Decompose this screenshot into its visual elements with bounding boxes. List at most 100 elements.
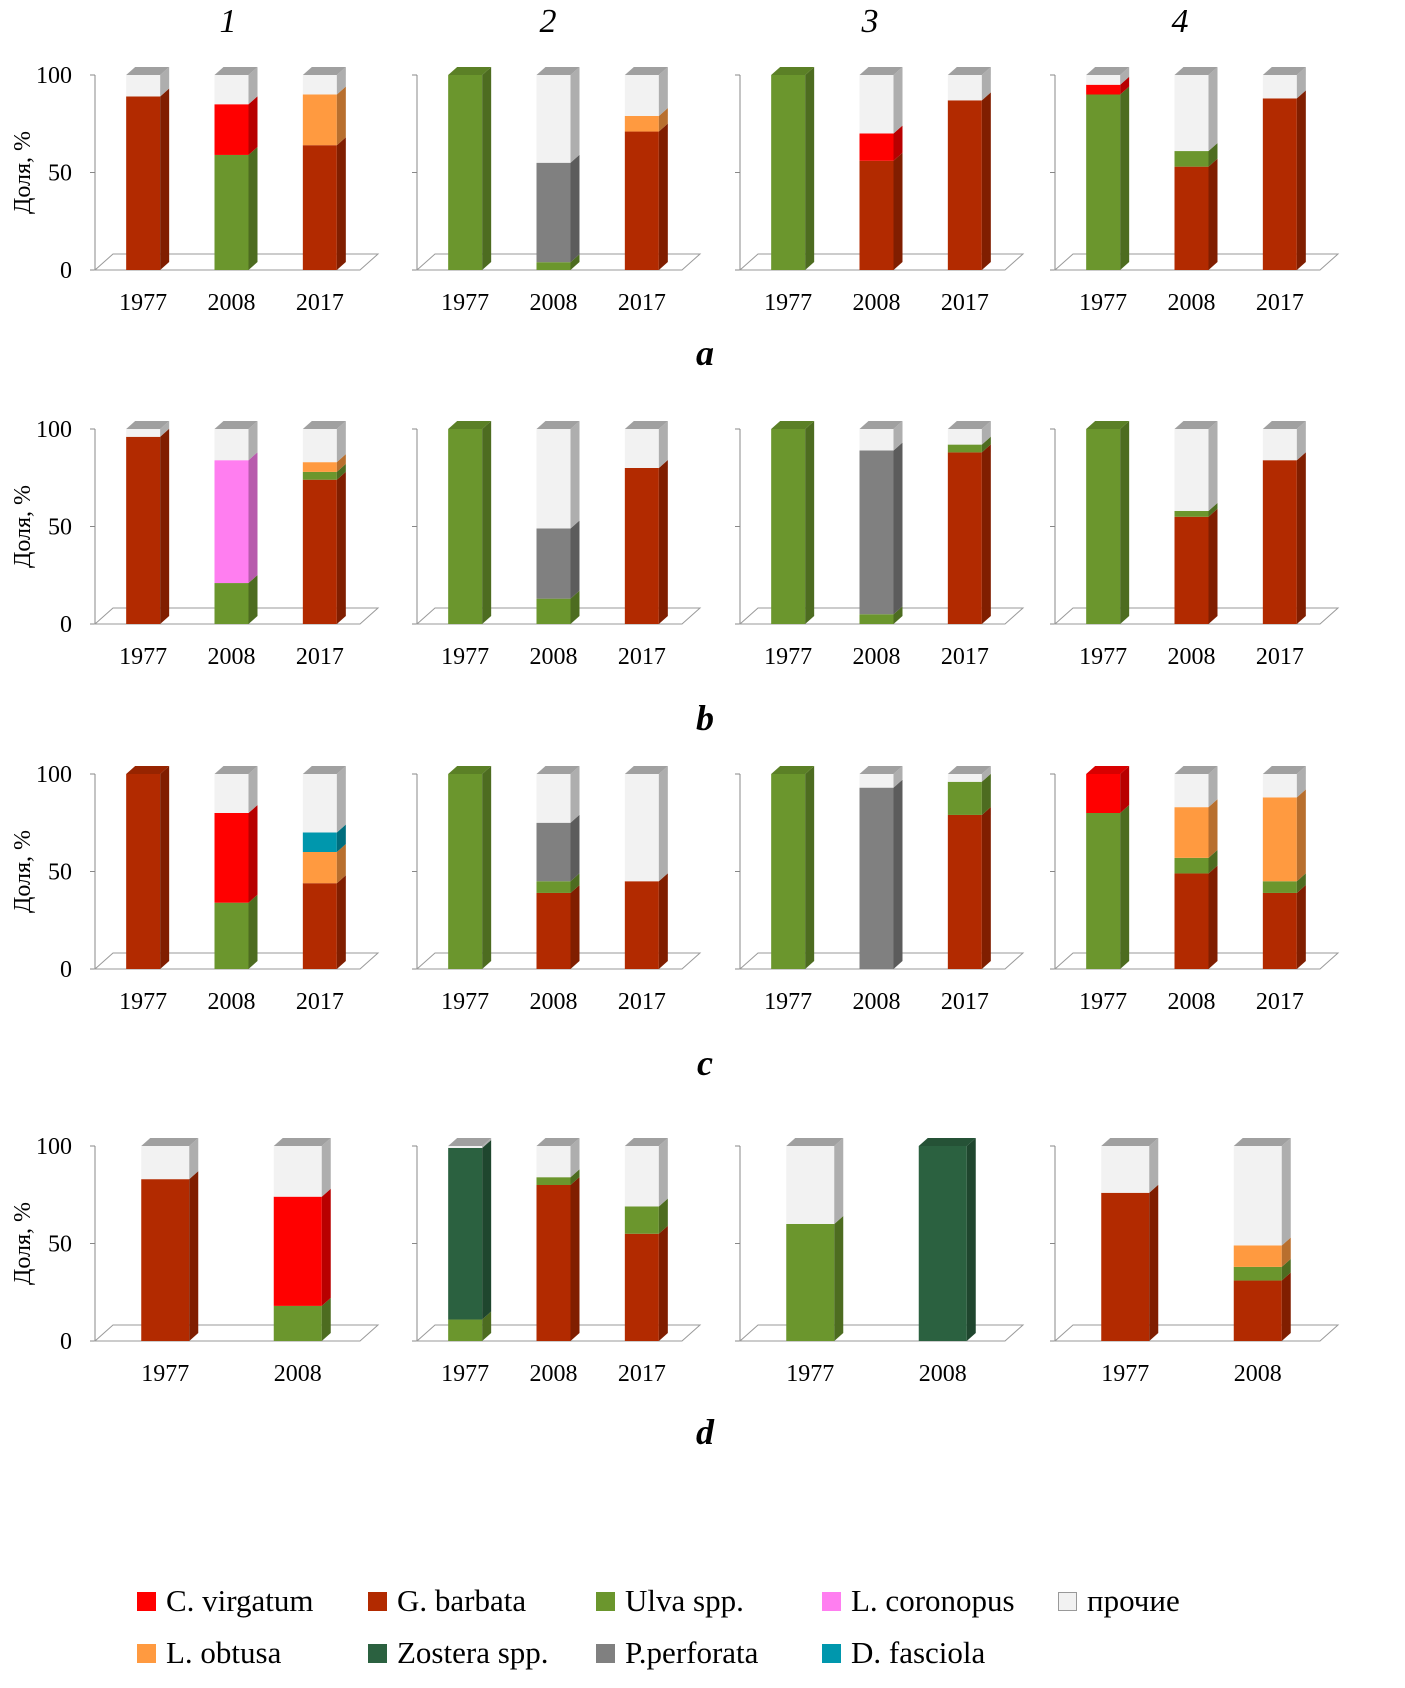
legend-swatch — [1058, 1591, 1077, 1611]
segment-zostera-spp — [918, 1138, 976, 1341]
segment-side — [248, 146, 258, 270]
x-tick-label: 1977 — [1079, 290, 1127, 316]
legend-item-прочие: прочие — [1058, 1583, 1180, 1619]
segment-side — [981, 766, 991, 782]
segment-g-barbata — [1262, 884, 1306, 969]
segment-g-barbata — [126, 88, 170, 270]
panel-d-4: 1977 2008 — [1050, 1138, 1340, 1387]
y-tick-label: 50 — [48, 860, 72, 886]
segment-прочие — [302, 766, 346, 833]
bar-top — [126, 766, 170, 774]
segment-side — [658, 1225, 668, 1341]
bar-b-4-2008 — [1174, 421, 1218, 624]
legend-label: L. obtusa — [166, 1635, 282, 1670]
x-tick-label: 1977 — [141, 1361, 189, 1387]
x-tick-label: 2008 — [1168, 290, 1216, 316]
x-tick-label: 2017 — [618, 989, 666, 1015]
segment-front — [1262, 797, 1297, 882]
bar-b-3-2017 — [947, 421, 991, 624]
segment-front — [214, 460, 249, 584]
segment-side — [805, 421, 815, 624]
panel-a-1: 1977 2008 2017 — [90, 67, 380, 316]
segment-side — [321, 1188, 331, 1306]
segment-ulva-spp — [1233, 1258, 1291, 1281]
segment-side — [570, 814, 580, 882]
x-tick-label: 1977 — [441, 290, 489, 316]
segment-side — [1281, 1138, 1291, 1246]
segment-side — [336, 67, 346, 95]
segment-front — [1174, 166, 1209, 270]
bar-a-1-2008 — [214, 67, 258, 270]
segment-front — [786, 1146, 835, 1224]
x-tick-label: 1977 — [441, 1361, 489, 1387]
segment-side — [570, 254, 580, 270]
segment-g-barbata — [1262, 90, 1306, 271]
segment-front — [859, 429, 894, 451]
segment-side — [1208, 865, 1218, 969]
segment-side — [189, 1171, 199, 1341]
segment-front — [1174, 151, 1209, 167]
x-tick-label: 2008 — [208, 290, 256, 316]
x-tick-label: 2017 — [296, 989, 344, 1015]
segment-ulva-spp — [771, 421, 815, 624]
segment-ulva-spp — [859, 606, 903, 624]
segment-side — [834, 1138, 844, 1224]
bar-top — [771, 67, 815, 75]
segment-ulva-spp — [448, 421, 492, 624]
segment-side — [248, 96, 258, 155]
segment-front — [448, 774, 483, 969]
segment-front — [624, 1233, 659, 1341]
segment-side — [893, 442, 903, 615]
y-axis-label: Доля, % — [10, 131, 36, 214]
bar-c-3-2008 — [859, 766, 903, 969]
segment-side — [1120, 421, 1130, 624]
segment-side — [893, 606, 903, 624]
segment-side — [658, 123, 668, 270]
row-label-b: b — [696, 698, 714, 738]
segment-g-barbata — [126, 766, 170, 969]
segment-front — [947, 774, 982, 782]
segment-side — [1296, 873, 1306, 893]
x-tick-label: 2017 — [296, 644, 344, 670]
segment-side — [1208, 421, 1218, 511]
segment-front — [536, 75, 571, 163]
segment-прочие — [1262, 766, 1306, 798]
segment-ulva-spp — [1262, 873, 1306, 893]
segment-прочие — [214, 421, 258, 461]
segment-side — [336, 421, 346, 463]
segment-front — [1086, 94, 1121, 270]
bar-top — [214, 67, 258, 75]
x-tick-label: 2017 — [941, 290, 989, 316]
bar-b-3-1977 — [771, 421, 815, 624]
segment-side — [570, 1177, 580, 1341]
segment-side — [1120, 86, 1130, 270]
segment-side — [1296, 421, 1306, 461]
segment-front — [624, 1146, 659, 1207]
segment-front — [273, 1196, 322, 1306]
segment-прочие — [302, 67, 346, 95]
bar-d-4-2008 — [1233, 1138, 1291, 1341]
segment-side — [482, 67, 492, 270]
segment-ulva-spp — [536, 873, 580, 893]
segment-прочие — [786, 1138, 844, 1224]
bar-a-4-2008 — [1174, 67, 1218, 270]
segment-l-coronopus — [214, 452, 258, 584]
segment-front — [536, 822, 571, 882]
bar-b-3-2008 — [859, 421, 903, 624]
legend-swatch — [137, 1591, 156, 1611]
segment-side — [1120, 766, 1130, 813]
legend-item-p-perforata: P.perforata — [596, 1635, 758, 1671]
segment-прочие — [1233, 1138, 1291, 1246]
segment-side — [248, 67, 258, 105]
bar-b-2-2017 — [624, 421, 668, 624]
segment-front — [273, 1305, 322, 1341]
bar-top — [141, 1138, 199, 1146]
figure: 1 2 3 4 a Доля, % 0 50 100 1977 2008 2017 1977 2008 20… — [10, 3, 1340, 1452]
x-tick-label: 2008 — [919, 1361, 967, 1387]
legend-item-g-barbata: G. barbata — [368, 1583, 526, 1619]
segment-front — [214, 774, 249, 813]
x-tick-label: 1977 — [764, 989, 812, 1015]
legend-swatch — [822, 1591, 841, 1611]
